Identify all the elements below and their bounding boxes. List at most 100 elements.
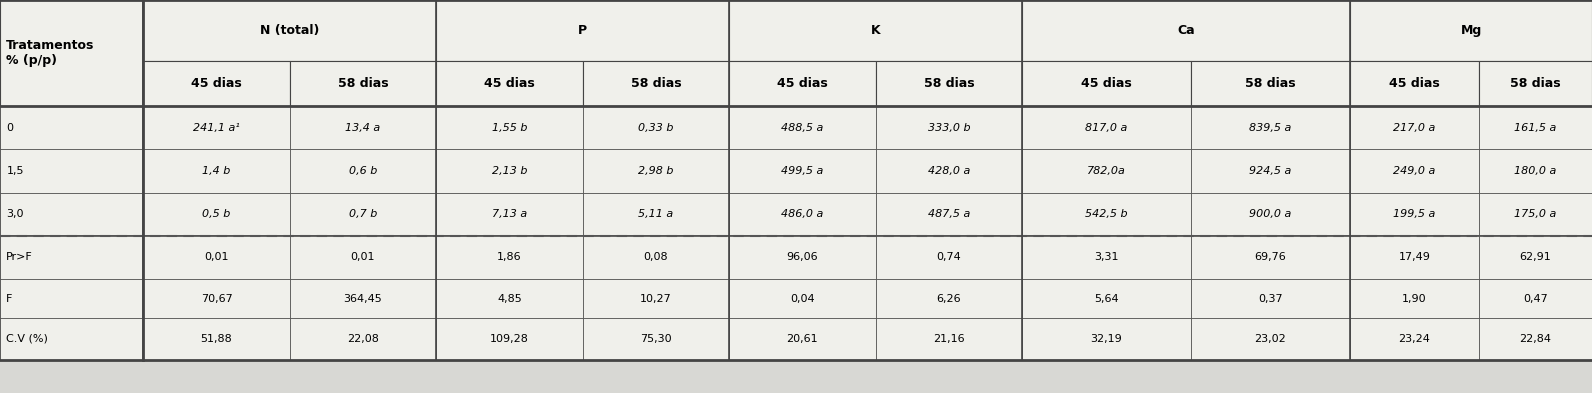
Text: 96,06: 96,06 <box>786 252 818 263</box>
Bar <box>290 61 436 106</box>
Text: 0,6 b: 0,6 b <box>349 166 377 176</box>
Bar <box>1479 149 1592 193</box>
Bar <box>1191 318 1350 360</box>
Bar <box>436 0 729 61</box>
Bar <box>876 106 1022 149</box>
Bar <box>583 149 729 193</box>
Text: 45 dias: 45 dias <box>191 77 242 90</box>
Text: 0,33 b: 0,33 b <box>638 123 673 133</box>
Bar <box>1479 193 1592 236</box>
Text: Pr>F: Pr>F <box>6 252 33 263</box>
Bar <box>729 0 1022 61</box>
Text: 32,19: 32,19 <box>1091 334 1122 344</box>
Bar <box>290 106 436 149</box>
Bar <box>1022 279 1191 318</box>
Text: 58 dias: 58 dias <box>1245 77 1296 90</box>
Bar <box>1479 279 1592 318</box>
Text: N (total): N (total) <box>259 24 320 37</box>
Text: 0: 0 <box>6 123 13 133</box>
Bar <box>0 318 143 360</box>
Text: 3,0: 3,0 <box>6 209 24 219</box>
Bar <box>729 236 876 279</box>
Text: 486,0 a: 486,0 a <box>782 209 823 219</box>
Bar <box>290 236 436 279</box>
Text: 62,91: 62,91 <box>1520 252 1551 263</box>
Bar <box>729 193 876 236</box>
Text: 1,86: 1,86 <box>497 252 522 263</box>
Bar <box>290 318 436 360</box>
Bar <box>583 318 729 360</box>
Text: 1,4 b: 1,4 b <box>202 166 231 176</box>
Text: 817,0 a: 817,0 a <box>1086 123 1127 133</box>
Bar <box>143 0 436 61</box>
Text: 839,5 a: 839,5 a <box>1250 123 1291 133</box>
Bar <box>143 236 290 279</box>
Text: P: P <box>578 24 587 37</box>
Bar <box>0 193 143 236</box>
Text: 3,31: 3,31 <box>1094 252 1119 263</box>
Text: 58 dias: 58 dias <box>630 77 681 90</box>
Bar <box>1022 106 1191 149</box>
Text: 5,11 a: 5,11 a <box>638 209 673 219</box>
Bar <box>1191 149 1350 193</box>
Text: 1,5: 1,5 <box>6 166 24 176</box>
Bar <box>1191 193 1350 236</box>
Text: 17,49: 17,49 <box>1398 252 1431 263</box>
Bar <box>583 279 729 318</box>
Bar <box>1022 318 1191 360</box>
Bar <box>1479 236 1592 279</box>
Bar <box>876 149 1022 193</box>
Text: 70,67: 70,67 <box>201 294 232 304</box>
Text: 6,26: 6,26 <box>936 294 962 304</box>
Bar <box>729 106 876 149</box>
Bar <box>876 279 1022 318</box>
Text: 23,24: 23,24 <box>1398 334 1431 344</box>
Bar <box>729 61 876 106</box>
Bar <box>436 106 583 149</box>
Text: 180,0 a: 180,0 a <box>1514 166 1557 176</box>
Text: 1,90: 1,90 <box>1403 294 1426 304</box>
Text: 23,02: 23,02 <box>1254 334 1286 344</box>
Text: 333,0 b: 333,0 b <box>928 123 970 133</box>
Bar <box>1350 193 1479 236</box>
Text: 2,98 b: 2,98 b <box>638 166 673 176</box>
Text: 58 dias: 58 dias <box>923 77 974 90</box>
Bar <box>1191 106 1350 149</box>
Text: 161,5 a: 161,5 a <box>1514 123 1557 133</box>
Bar <box>1191 236 1350 279</box>
Bar <box>583 106 729 149</box>
Bar <box>876 61 1022 106</box>
Text: 488,5 a: 488,5 a <box>782 123 823 133</box>
Bar <box>729 149 876 193</box>
Text: C.V (%): C.V (%) <box>6 334 48 344</box>
Bar <box>436 193 583 236</box>
Text: 45 dias: 45 dias <box>1081 77 1132 90</box>
Bar <box>0 106 143 149</box>
Bar <box>1022 61 1191 106</box>
Text: 199,5 a: 199,5 a <box>1393 209 1436 219</box>
Bar <box>876 318 1022 360</box>
Text: 1,55 b: 1,55 b <box>492 123 527 133</box>
Text: 13,4 a: 13,4 a <box>345 123 380 133</box>
Bar <box>1479 61 1592 106</box>
Bar <box>436 318 583 360</box>
Bar <box>876 236 1022 279</box>
Bar <box>436 149 583 193</box>
Bar <box>0 0 143 106</box>
Text: 4,85: 4,85 <box>497 294 522 304</box>
Text: 109,28: 109,28 <box>490 334 529 344</box>
Bar <box>0 149 143 193</box>
Bar <box>143 318 290 360</box>
Bar <box>1350 236 1479 279</box>
Text: 20,61: 20,61 <box>786 334 818 344</box>
Text: 175,0 a: 175,0 a <box>1514 209 1557 219</box>
Text: 58 dias: 58 dias <box>338 77 388 90</box>
Bar <box>143 61 290 106</box>
Text: 487,5 a: 487,5 a <box>928 209 970 219</box>
Text: 21,16: 21,16 <box>933 334 965 344</box>
Bar <box>290 193 436 236</box>
Text: 217,0 a: 217,0 a <box>1393 123 1436 133</box>
Text: 51,88: 51,88 <box>201 334 232 344</box>
Bar <box>143 279 290 318</box>
Bar <box>1350 279 1479 318</box>
